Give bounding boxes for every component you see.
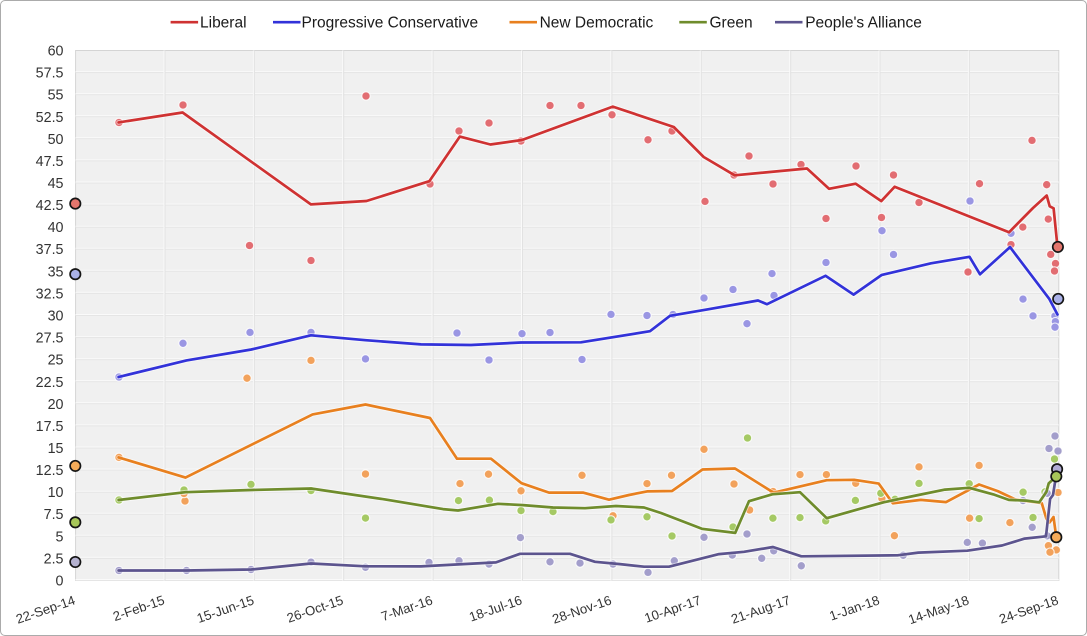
svg-text:57.5: 57.5 — [36, 66, 64, 82]
svg-text:27.5: 27.5 — [36, 331, 64, 347]
svg-text:37.5: 37.5 — [36, 242, 64, 258]
svg-text:52.5: 52.5 — [36, 110, 64, 126]
svg-text:New Democratic: New Democratic — [540, 14, 654, 31]
svg-text:26-Oct-15: 26-Oct-15 — [285, 592, 345, 625]
svg-text:14-May-18: 14-May-18 — [906, 592, 970, 627]
svg-text:12.5: 12.5 — [36, 463, 64, 479]
svg-text:15: 15 — [48, 441, 64, 457]
svg-text:2.5: 2.5 — [44, 551, 64, 567]
svg-text:35: 35 — [48, 264, 64, 280]
svg-text:40: 40 — [48, 220, 64, 236]
svg-text:45: 45 — [48, 176, 64, 192]
svg-text:7.5: 7.5 — [44, 507, 64, 523]
svg-text:People's Alliance: People's Alliance — [805, 14, 922, 31]
svg-text:22.5: 22.5 — [36, 375, 64, 391]
svg-text:5: 5 — [56, 529, 64, 545]
svg-text:32.5: 32.5 — [36, 286, 64, 302]
svg-text:1-Jan-18: 1-Jan-18 — [827, 592, 881, 623]
svg-text:15-Jun-15: 15-Jun-15 — [195, 592, 256, 626]
svg-text:60: 60 — [48, 44, 64, 60]
svg-text:2-Feb-15: 2-Feb-15 — [111, 592, 166, 624]
svg-text:47.5: 47.5 — [36, 154, 64, 170]
svg-text:42.5: 42.5 — [36, 198, 64, 214]
svg-text:55: 55 — [48, 88, 64, 104]
svg-text:50: 50 — [48, 132, 64, 148]
svg-text:22-Sep-14: 22-Sep-14 — [14, 592, 77, 626]
svg-text:17.5: 17.5 — [36, 419, 64, 435]
svg-text:21-Aug-17: 21-Aug-17 — [729, 592, 792, 626]
svg-text:Green: Green — [710, 14, 753, 31]
svg-text:0: 0 — [56, 574, 64, 590]
svg-text:28-Nov-16: 28-Nov-16 — [550, 592, 613, 626]
svg-text:7-Mar-16: 7-Mar-16 — [379, 592, 434, 624]
svg-text:10: 10 — [48, 485, 64, 501]
svg-text:Progressive Conservative: Progressive Conservative — [302, 14, 479, 31]
svg-text:20: 20 — [48, 397, 64, 413]
svg-text:10-Apr-17: 10-Apr-17 — [642, 592, 702, 625]
svg-text:25: 25 — [48, 353, 64, 369]
svg-text:24-Sep-18: 24-Sep-18 — [997, 592, 1060, 626]
svg-text:18-Jul-16: 18-Jul-16 — [467, 592, 524, 624]
svg-text:Liberal: Liberal — [200, 14, 247, 31]
svg-text:30: 30 — [48, 309, 64, 325]
